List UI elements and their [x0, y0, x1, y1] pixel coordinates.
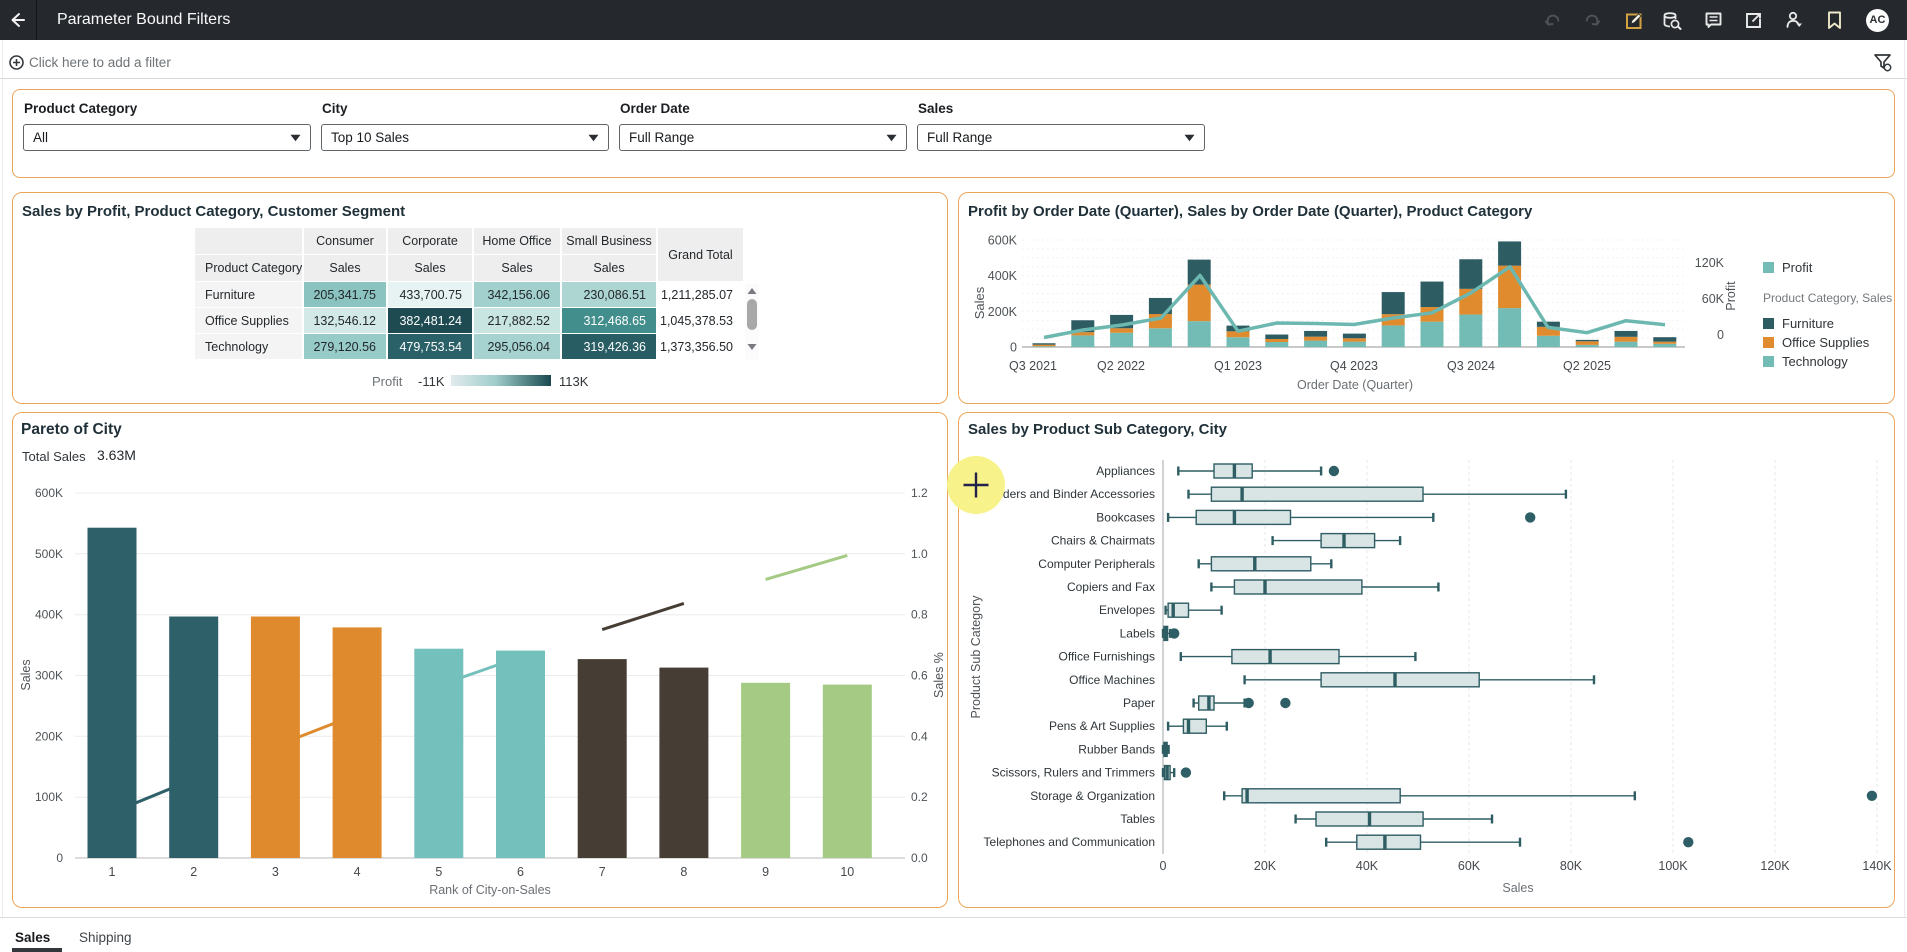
svg-text:120K: 120K: [1760, 859, 1790, 873]
svg-text:Computer Peripherals: Computer Peripherals: [1038, 557, 1155, 571]
svg-text:300K: 300K: [35, 669, 63, 683]
svg-text:100K: 100K: [35, 790, 63, 804]
svg-text:40K: 40K: [1356, 859, 1379, 873]
svg-text:8: 8: [680, 865, 687, 879]
svg-text:200K: 200K: [988, 305, 1018, 319]
svg-text:Technology: Technology: [1782, 354, 1848, 369]
svg-text:Binders and Binder Accessories: Binders and Binder Accessories: [986, 487, 1155, 501]
svg-text:Q3 2024: Q3 2024: [1447, 359, 1495, 373]
svg-text:2: 2: [190, 865, 197, 879]
svg-text:20K: 20K: [1254, 859, 1277, 873]
svg-text:0.6: 0.6: [911, 669, 928, 683]
svg-text:140K: 140K: [1862, 859, 1892, 873]
svg-text:10: 10: [840, 865, 854, 879]
svg-text:1: 1: [109, 865, 116, 879]
svg-text:0.8: 0.8: [911, 608, 928, 622]
svg-text:0: 0: [1717, 328, 1724, 342]
svg-text:Pens & Art Supplies: Pens & Art Supplies: [1049, 719, 1155, 733]
svg-text:400K: 400K: [35, 608, 63, 622]
svg-text:60K: 60K: [1702, 292, 1725, 306]
svg-text:Office Machines: Office Machines: [1069, 673, 1155, 687]
svg-text:Storage & Organization: Storage & Organization: [1030, 789, 1155, 803]
svg-text:Sales: Sales: [1502, 881, 1533, 895]
svg-text:Q4 2023: Q4 2023: [1330, 359, 1378, 373]
svg-text:400K: 400K: [988, 269, 1018, 283]
svg-text:Sales: Sales: [19, 659, 33, 690]
svg-text:Rubber Bands: Rubber Bands: [1078, 742, 1155, 756]
svg-text:Labels: Labels: [1120, 626, 1155, 640]
svg-text:9: 9: [762, 865, 769, 879]
svg-text:Telephones and Communication: Telephones and Communication: [984, 835, 1155, 849]
svg-text:Q2 2025: Q2 2025: [1563, 359, 1611, 373]
svg-text:1.0: 1.0: [911, 547, 928, 561]
svg-text:0.0: 0.0: [911, 851, 928, 865]
svg-text:6: 6: [517, 865, 524, 879]
svg-text:5: 5: [435, 865, 442, 879]
svg-text:500K: 500K: [35, 547, 63, 561]
svg-text:Paper: Paper: [1123, 696, 1155, 710]
svg-text:Product Category, Sales: Product Category, Sales: [1763, 291, 1892, 305]
svg-text:4: 4: [354, 865, 361, 879]
svg-text:0: 0: [1160, 859, 1167, 873]
svg-text:80K: 80K: [1560, 859, 1583, 873]
svg-text:Profit: Profit: [1724, 281, 1738, 311]
svg-text:Appliances: Appliances: [1096, 464, 1155, 478]
svg-text:Copiers and Fax: Copiers and Fax: [1067, 580, 1155, 594]
svg-text:0.2: 0.2: [911, 790, 928, 804]
svg-text:Chairs & Chairmats: Chairs & Chairmats: [1051, 534, 1155, 548]
svg-text:Q2 2022: Q2 2022: [1097, 359, 1145, 373]
svg-text:Sales: Sales: [972, 286, 987, 319]
svg-text:3: 3: [272, 865, 279, 879]
svg-text:0: 0: [56, 851, 63, 865]
svg-text:600K: 600K: [35, 486, 63, 500]
svg-text:120K: 120K: [1695, 256, 1725, 270]
svg-text:200K: 200K: [35, 729, 63, 743]
svg-text:Envelopes: Envelopes: [1099, 603, 1155, 617]
svg-text:Product Sub Category: Product Sub Category: [969, 595, 983, 719]
svg-text:Scissors, Rulers and Trimmers: Scissors, Rulers and Trimmers: [992, 766, 1155, 780]
svg-text:Bookcases: Bookcases: [1096, 510, 1155, 524]
svg-text:1.2: 1.2: [911, 486, 928, 500]
svg-text:Profit: Profit: [1782, 260, 1813, 275]
svg-text:Rank of City-on-Sales: Rank of City-on-Sales: [429, 883, 551, 897]
svg-text:Q1 2023: Q1 2023: [1214, 359, 1262, 373]
svg-text:Office Furnishings: Office Furnishings: [1059, 650, 1156, 664]
svg-text:Order Date (Quarter): Order Date (Quarter): [1297, 378, 1413, 392]
svg-text:Sales %: Sales %: [932, 652, 946, 698]
svg-text:0.4: 0.4: [911, 729, 928, 743]
svg-text:100K: 100K: [1658, 859, 1688, 873]
svg-text:0: 0: [1010, 341, 1017, 355]
svg-text:Q3 2021: Q3 2021: [1009, 359, 1057, 373]
svg-text:60K: 60K: [1458, 859, 1481, 873]
svg-text:600K: 600K: [988, 234, 1018, 248]
svg-text:Furniture: Furniture: [1782, 316, 1834, 331]
svg-text:Tables: Tables: [1120, 812, 1155, 826]
svg-text:7: 7: [599, 865, 606, 879]
svg-text:Office Supplies: Office Supplies: [1782, 335, 1870, 350]
